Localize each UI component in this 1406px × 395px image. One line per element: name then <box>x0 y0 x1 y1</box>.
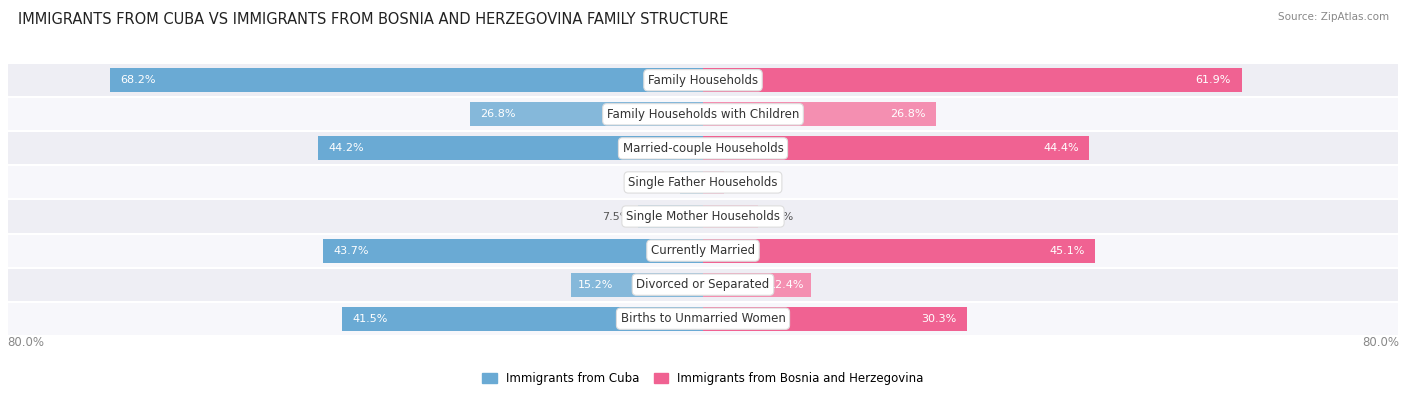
Text: Births to Unmarried Women: Births to Unmarried Women <box>620 312 786 325</box>
Text: Married-couple Households: Married-couple Households <box>623 142 783 155</box>
Bar <box>7 131 1399 166</box>
Bar <box>7 302 1399 336</box>
Bar <box>470 102 703 126</box>
Bar <box>7 63 1399 97</box>
Bar <box>703 68 1241 92</box>
Bar <box>703 136 1090 160</box>
Bar <box>7 233 1399 268</box>
Text: 26.8%: 26.8% <box>890 109 925 119</box>
Bar <box>7 166 1399 199</box>
Text: 43.7%: 43.7% <box>333 246 368 256</box>
Text: 12.4%: 12.4% <box>769 280 804 290</box>
Bar <box>110 68 703 92</box>
Bar <box>703 273 811 297</box>
Text: Divorced or Separated: Divorced or Separated <box>637 278 769 291</box>
Bar <box>7 199 1399 233</box>
Bar <box>323 239 703 263</box>
Text: Single Father Households: Single Father Households <box>628 176 778 189</box>
Bar <box>7 97 1399 131</box>
Bar <box>342 307 703 331</box>
Bar <box>703 307 966 331</box>
Text: 45.1%: 45.1% <box>1049 246 1085 256</box>
Text: 41.5%: 41.5% <box>353 314 388 324</box>
Bar <box>7 268 1399 302</box>
Text: 15.2%: 15.2% <box>578 280 613 290</box>
Bar <box>679 171 703 194</box>
Text: IMMIGRANTS FROM CUBA VS IMMIGRANTS FROM BOSNIA AND HERZEGOVINA FAMILY STRUCTURE: IMMIGRANTS FROM CUBA VS IMMIGRANTS FROM … <box>18 12 728 27</box>
Bar <box>319 136 703 160</box>
Text: 44.4%: 44.4% <box>1043 143 1078 153</box>
Text: 61.9%: 61.9% <box>1195 75 1232 85</box>
Text: Family Households with Children: Family Households with Children <box>607 108 799 121</box>
Text: Single Mother Households: Single Mother Households <box>626 210 780 223</box>
Text: 2.4%: 2.4% <box>731 177 759 188</box>
Text: 26.8%: 26.8% <box>481 109 516 119</box>
Text: 6.3%: 6.3% <box>765 211 793 222</box>
Bar <box>638 205 703 228</box>
Text: Currently Married: Currently Married <box>651 244 755 257</box>
Text: 30.3%: 30.3% <box>921 314 956 324</box>
Text: Source: ZipAtlas.com: Source: ZipAtlas.com <box>1278 12 1389 22</box>
Bar <box>703 102 936 126</box>
Bar <box>703 171 724 194</box>
Bar <box>703 205 758 228</box>
Text: 80.0%: 80.0% <box>7 337 44 350</box>
Text: 44.2%: 44.2% <box>329 143 364 153</box>
Legend: Immigrants from Cuba, Immigrants from Bosnia and Herzegovina: Immigrants from Cuba, Immigrants from Bo… <box>478 367 928 390</box>
Text: 2.7%: 2.7% <box>644 177 672 188</box>
Text: 7.5%: 7.5% <box>602 211 631 222</box>
Text: Family Households: Family Households <box>648 74 758 87</box>
Bar <box>703 239 1095 263</box>
Bar <box>571 273 703 297</box>
Text: 68.2%: 68.2% <box>120 75 156 85</box>
Text: 80.0%: 80.0% <box>1362 337 1399 350</box>
